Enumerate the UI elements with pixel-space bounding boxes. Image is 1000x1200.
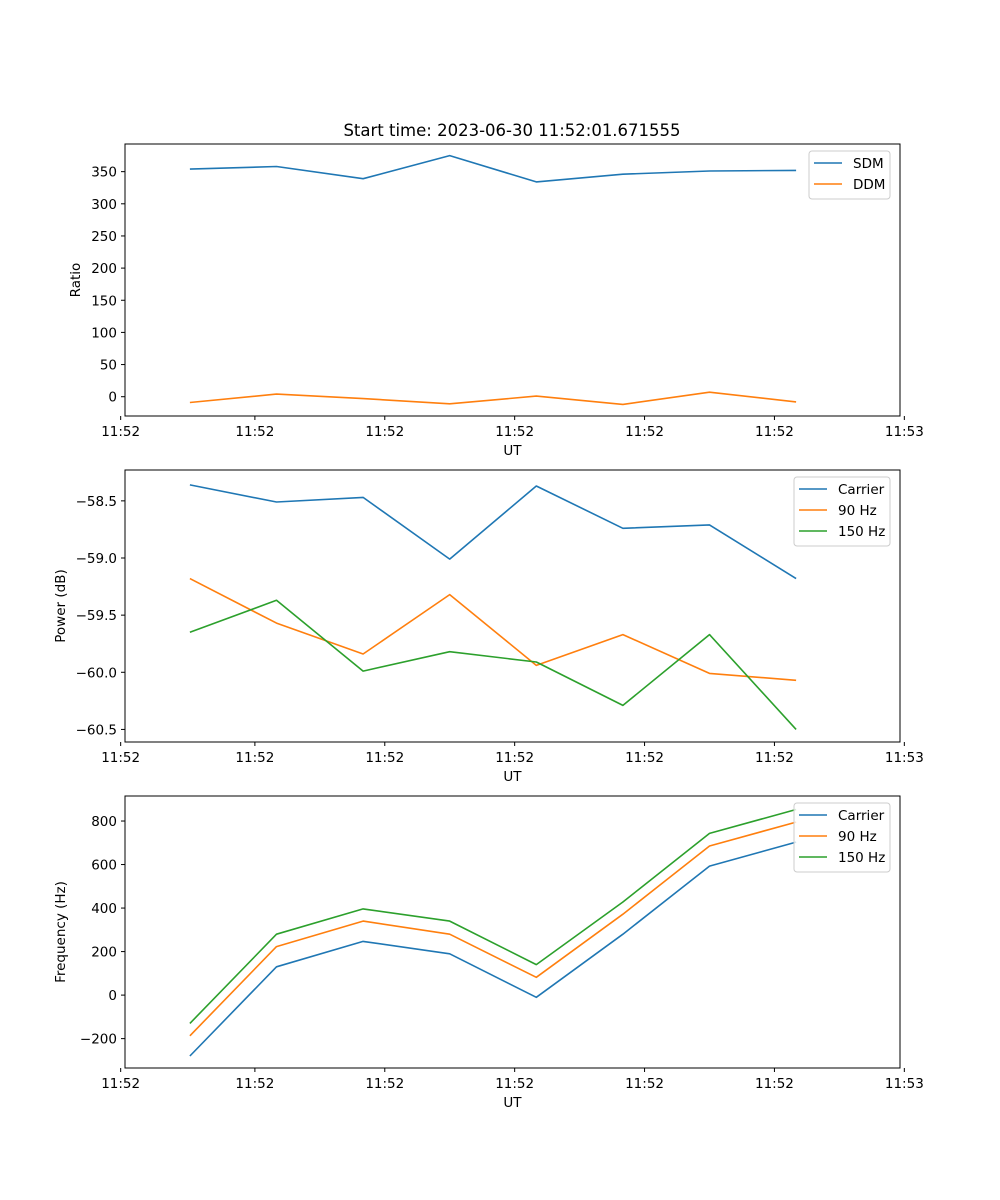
- y-tick-label: 250: [91, 229, 117, 245]
- y-axis-label: Frequency (Hz): [53, 881, 69, 983]
- y-axis-label: Power (dB): [53, 569, 69, 642]
- chart-panel-2: 11:52 11:52 11:52 11:52 11:52 11:52 11:53 −60.5…: [53, 469, 924, 785]
- x-tick-label: 11:52: [495, 1076, 534, 1092]
- series-line-carrier: [189, 484, 797, 580]
- y-tick-label: −59.0: [76, 551, 117, 567]
- x-tick-label: 11:52: [365, 750, 404, 766]
- y-tick-label: 200: [91, 945, 117, 961]
- x-tick-label: 11:52: [625, 1076, 664, 1092]
- x-axis-label: UT: [503, 769, 522, 785]
- x-tick-label: 11:52: [101, 1076, 140, 1092]
- legend-entry: 150 Hz: [838, 524, 885, 540]
- series-line-90-hz: [189, 821, 797, 1037]
- x-tick-label: 11:52: [235, 750, 274, 766]
- x-tick-label: 11:53: [885, 750, 924, 766]
- axes-frame: [124, 469, 901, 743]
- chart-panel-1: 11:52 11:52 11:52 11:52 11:52 11:52 11:53 0 50 10…: [68, 143, 924, 459]
- y-tick-label: 200: [91, 261, 117, 277]
- x-tick-label: 11:52: [365, 424, 404, 440]
- y-tick-label: 100: [91, 325, 117, 341]
- legend-entry: 90 Hz: [838, 829, 877, 845]
- x-tick-label: 11:52: [495, 750, 534, 766]
- x-tick-label: 11:53: [885, 1076, 924, 1092]
- x-axis-label: UT: [503, 443, 522, 459]
- y-tick-label: −58.5: [76, 494, 117, 510]
- axes-frame: [124, 143, 901, 417]
- y-tick-label: −60.0: [76, 665, 117, 681]
- y-tick-label: 600: [91, 858, 117, 874]
- legend-entry: DDM: [853, 177, 885, 193]
- series-line-ddm: [189, 391, 797, 406]
- y-tick-label: 400: [91, 901, 117, 917]
- legend-entry: 90 Hz: [838, 503, 877, 519]
- x-tick-label: 11:52: [755, 750, 794, 766]
- y-tick-label: −200: [80, 1032, 117, 1048]
- y-tick-label: 0: [108, 988, 117, 1004]
- x-tick-label: 11:52: [235, 1076, 274, 1092]
- x-tick-label: 11:52: [495, 424, 534, 440]
- series-line-150-hz: [189, 808, 797, 1024]
- legend-entry: 150 Hz: [838, 850, 885, 866]
- legend-entry: Carrier: [838, 482, 885, 498]
- legend-box: [793, 802, 891, 873]
- x-tick-label: 11:52: [101, 424, 140, 440]
- series-line-150-hz: [189, 599, 797, 730]
- x-tick-label: 11:52: [755, 1076, 794, 1092]
- x-tick-label: 11:52: [755, 424, 794, 440]
- x-tick-label: 11:52: [365, 1076, 404, 1092]
- y-tick-label: 350: [91, 165, 117, 181]
- figure-title: Start time: 2023-06-30 11:52:01.671555: [343, 121, 680, 140]
- legend: SDM DDM: [808, 150, 891, 200]
- legend-entry: Carrier: [838, 808, 885, 824]
- series-line-90-hz: [189, 577, 797, 682]
- legend-entry: SDM: [853, 156, 884, 172]
- axes-frame: [124, 795, 901, 1069]
- x-tick-label: 11:52: [235, 424, 274, 440]
- y-tick-label: 300: [91, 197, 117, 213]
- chart-panel-3: 11:52 11:52 11:52 11:52 11:52 11:52 11:53 −200 0…: [53, 795, 924, 1111]
- x-tick-label: 11:52: [625, 750, 664, 766]
- legend-box: [793, 476, 891, 547]
- x-axis-label: UT: [503, 1095, 522, 1111]
- series-line-sdm: [189, 154, 797, 183]
- y-axis-label: Ratio: [68, 263, 84, 298]
- x-tick-label: 11:52: [625, 424, 664, 440]
- x-tick-label: 11:52: [101, 750, 140, 766]
- y-tick-label: 150: [91, 293, 117, 309]
- series-line-carrier: [189, 841, 797, 1057]
- y-tick-label: −59.5: [76, 608, 117, 624]
- y-tick-label: 50: [100, 358, 117, 374]
- y-tick-label: 800: [91, 814, 117, 830]
- y-tick-label: −60.5: [76, 722, 117, 738]
- x-tick-label: 11:53: [885, 424, 924, 440]
- y-tick-label: 0: [108, 390, 117, 406]
- legend: Carrier 90 Hz 150 Hz: [793, 802, 891, 873]
- legend: Carrier 90 Hz 150 Hz: [793, 476, 891, 547]
